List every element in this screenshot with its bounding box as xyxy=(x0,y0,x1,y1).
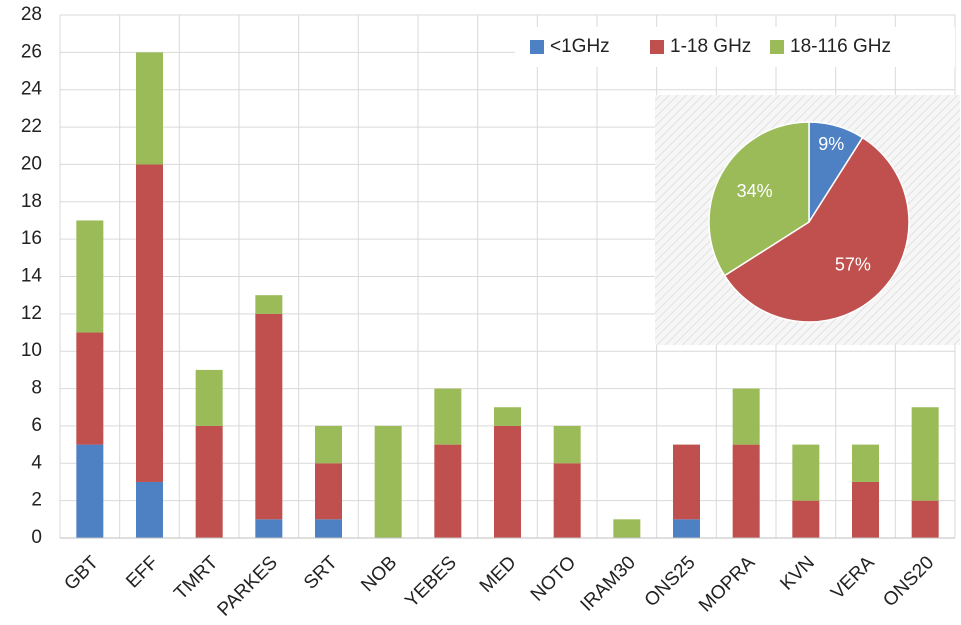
y-tick-label: 10 xyxy=(21,340,42,361)
bar-segment xyxy=(76,220,104,333)
pie-label: 34% xyxy=(737,181,773,201)
x-tick-label: NOB xyxy=(357,552,401,596)
bar-segment xyxy=(673,444,700,520)
bar-segment xyxy=(494,425,521,538)
x-tick-label: MED xyxy=(476,552,521,597)
y-tick-label: 20 xyxy=(21,153,42,174)
bar-segment xyxy=(732,444,760,538)
x-tick-label: TMRT xyxy=(170,552,222,604)
y-tick-label: 28 xyxy=(21,4,42,25)
bar-segment xyxy=(195,369,223,426)
legend-swatch xyxy=(530,40,544,54)
bar-segment xyxy=(673,519,700,538)
bar-segment xyxy=(613,519,641,538)
bar-segment xyxy=(136,481,163,538)
bar-segment xyxy=(76,332,104,445)
x-tick-label: SRT xyxy=(300,552,342,594)
legend-swatch xyxy=(650,40,664,54)
bar-segment xyxy=(852,444,879,482)
x-tick-label: IRAM30 xyxy=(577,552,640,615)
bar-segment xyxy=(911,407,939,501)
bar-segment xyxy=(792,500,820,538)
pie-label: 57% xyxy=(835,255,871,275)
x-tick-label: KVN xyxy=(776,552,818,594)
x-tick-label: MOPRA xyxy=(695,552,759,616)
y-tick-label: 2 xyxy=(31,490,42,511)
x-tick-label: VERA xyxy=(827,552,879,604)
bar-segment xyxy=(315,425,342,464)
bar-segment xyxy=(315,519,342,538)
bar-segment xyxy=(374,425,402,538)
y-tick-label: 4 xyxy=(31,452,42,473)
x-tick-label: PARKES xyxy=(214,552,282,620)
x-tick-label: YEBES xyxy=(401,552,461,612)
pie-label: 9% xyxy=(818,134,844,154)
y-tick-label: 22 xyxy=(21,116,42,137)
bar-segment xyxy=(255,313,283,520)
bar-segment xyxy=(255,519,283,538)
bar-segment xyxy=(553,425,581,464)
legend-label: 1-18 GHz xyxy=(670,36,751,57)
bar-segment xyxy=(195,425,223,538)
bar-segment xyxy=(553,463,581,538)
y-tick-label: 18 xyxy=(21,191,42,212)
x-tick-label: ONS20 xyxy=(879,552,938,611)
bar-segment xyxy=(732,388,760,445)
pie-slice xyxy=(708,121,810,277)
x-tick-label: GBT xyxy=(60,552,103,595)
y-tick-label: 0 xyxy=(31,527,42,548)
y-tick-label: 14 xyxy=(21,266,43,287)
x-tick-label: EFF xyxy=(122,552,162,592)
bar-segment xyxy=(255,295,283,314)
x-tick-label: ONS25 xyxy=(641,552,700,611)
legend-box xyxy=(515,27,955,67)
bar-segment xyxy=(792,444,820,501)
bar-segment xyxy=(136,52,163,165)
legend-label: 18-116 GHz xyxy=(790,36,891,57)
legend-label: <1GHz xyxy=(550,36,610,57)
bar-segment xyxy=(434,388,462,445)
pie-slice xyxy=(723,136,910,323)
y-tick-label: 26 xyxy=(21,41,42,62)
y-tick-label: 24 xyxy=(21,79,43,100)
bar-segment xyxy=(76,444,104,538)
bar-segment xyxy=(434,444,462,538)
bar-segment xyxy=(911,500,939,538)
y-tick-label: 12 xyxy=(21,303,42,324)
y-tick-label: 16 xyxy=(21,228,42,249)
x-tick-label: NOTO xyxy=(527,552,580,605)
bar-segment xyxy=(494,407,521,426)
y-tick-label: 8 xyxy=(31,378,42,399)
bar-segment xyxy=(852,481,879,538)
bar-segment xyxy=(136,164,163,482)
bar-segment xyxy=(315,463,342,520)
legend-swatch xyxy=(770,40,784,54)
y-tick-label: 6 xyxy=(31,415,42,436)
